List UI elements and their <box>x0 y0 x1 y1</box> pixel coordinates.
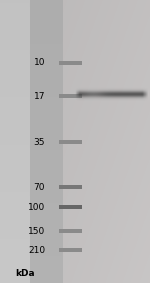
Text: 150: 150 <box>28 227 45 236</box>
Text: kDa: kDa <box>16 269 35 278</box>
Bar <box>59 140 82 144</box>
Text: 100: 100 <box>28 203 45 212</box>
Text: 17: 17 <box>33 92 45 101</box>
Bar <box>59 229 82 233</box>
Bar <box>59 185 82 189</box>
Text: 10: 10 <box>33 58 45 67</box>
Text: 35: 35 <box>33 138 45 147</box>
Text: 210: 210 <box>28 246 45 255</box>
Bar <box>59 61 82 65</box>
Text: 70: 70 <box>33 183 45 192</box>
Bar <box>59 248 82 252</box>
Bar <box>59 205 82 209</box>
Bar <box>59 94 82 98</box>
